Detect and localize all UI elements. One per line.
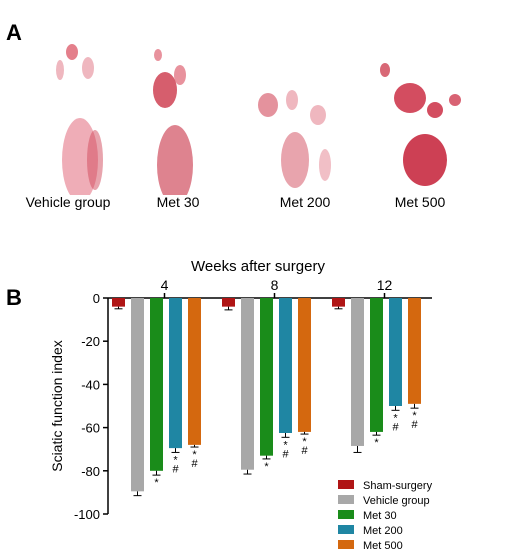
bar <box>279 298 292 433</box>
bar <box>389 298 402 406</box>
bar <box>241 298 254 470</box>
legend-swatch <box>338 480 354 489</box>
bar <box>169 298 182 449</box>
significance-mark: * <box>393 412 398 424</box>
bar <box>150 298 163 471</box>
bar <box>260 298 273 456</box>
significance-mark: * <box>374 437 379 449</box>
bar <box>298 298 311 432</box>
footprint-met500 <box>380 63 461 186</box>
y-tick-label: -40 <box>81 377 100 392</box>
footprint-met30 <box>153 49 193 195</box>
significance-mark: # <box>191 458 198 470</box>
caption-vehicle-group: Vehicle group <box>25 194 111 210</box>
chart-title: Weeks after surgery <box>191 258 325 275</box>
bar <box>188 298 201 445</box>
x-tick-label: 8 <box>271 277 279 293</box>
legend-label: Met 500 <box>363 540 403 550</box>
legend-swatch <box>338 540 354 549</box>
y-tick-label: -80 <box>81 464 100 479</box>
x-tick-label: 4 <box>161 277 169 293</box>
legend-label: Met 30 <box>363 510 397 522</box>
bar <box>112 298 125 307</box>
significance-mark: * <box>154 477 159 489</box>
caption-met-30: Met 30 <box>156 194 200 210</box>
bar <box>131 298 144 492</box>
caption-met-500: Met 500 <box>394 194 446 210</box>
x-tick-label: 12 <box>377 277 393 293</box>
bar <box>332 298 345 307</box>
significance-mark: # <box>411 419 418 431</box>
significance-mark: # <box>282 448 289 460</box>
bar <box>370 298 383 432</box>
y-tick-label: -20 <box>81 334 100 349</box>
legend-swatch <box>338 495 354 504</box>
legend-label: Sham-surgery <box>363 480 433 492</box>
bar <box>408 298 421 404</box>
significance-mark: * <box>173 454 178 466</box>
significance-mark: * <box>412 410 417 422</box>
legend-label: Vehicle group <box>363 495 430 507</box>
significance-mark: # <box>392 421 399 433</box>
significance-mark: * <box>192 449 197 461</box>
significance-mark: # <box>172 463 179 475</box>
bar <box>222 298 235 307</box>
footprint-met200 <box>258 90 331 188</box>
bar <box>351 298 364 446</box>
significance-mark: * <box>302 436 307 448</box>
y-tick-label: 0 <box>93 291 100 306</box>
significance-mark: * <box>283 439 288 451</box>
legend: Sham-surgery Vehicle group Met 30 Met 200 Me… <box>338 480 433 550</box>
significance-mark: * <box>264 461 269 473</box>
caption-met-200: Met 200 <box>279 194 331 210</box>
legend-swatch <box>338 510 354 519</box>
footprint-vehicle <box>56 44 103 195</box>
y-tick-label: -100 <box>74 507 100 522</box>
y-axis-label: Sciatic function index <box>49 340 65 472</box>
y-tick-label: -60 <box>81 421 100 436</box>
significance-mark: # <box>301 445 308 457</box>
panel-a-label: A <box>6 20 22 45</box>
panel-b-label: B <box>6 285 22 310</box>
footprint-images <box>56 44 461 195</box>
legend-label: Met 200 <box>363 525 403 537</box>
legend-swatch <box>338 525 354 534</box>
